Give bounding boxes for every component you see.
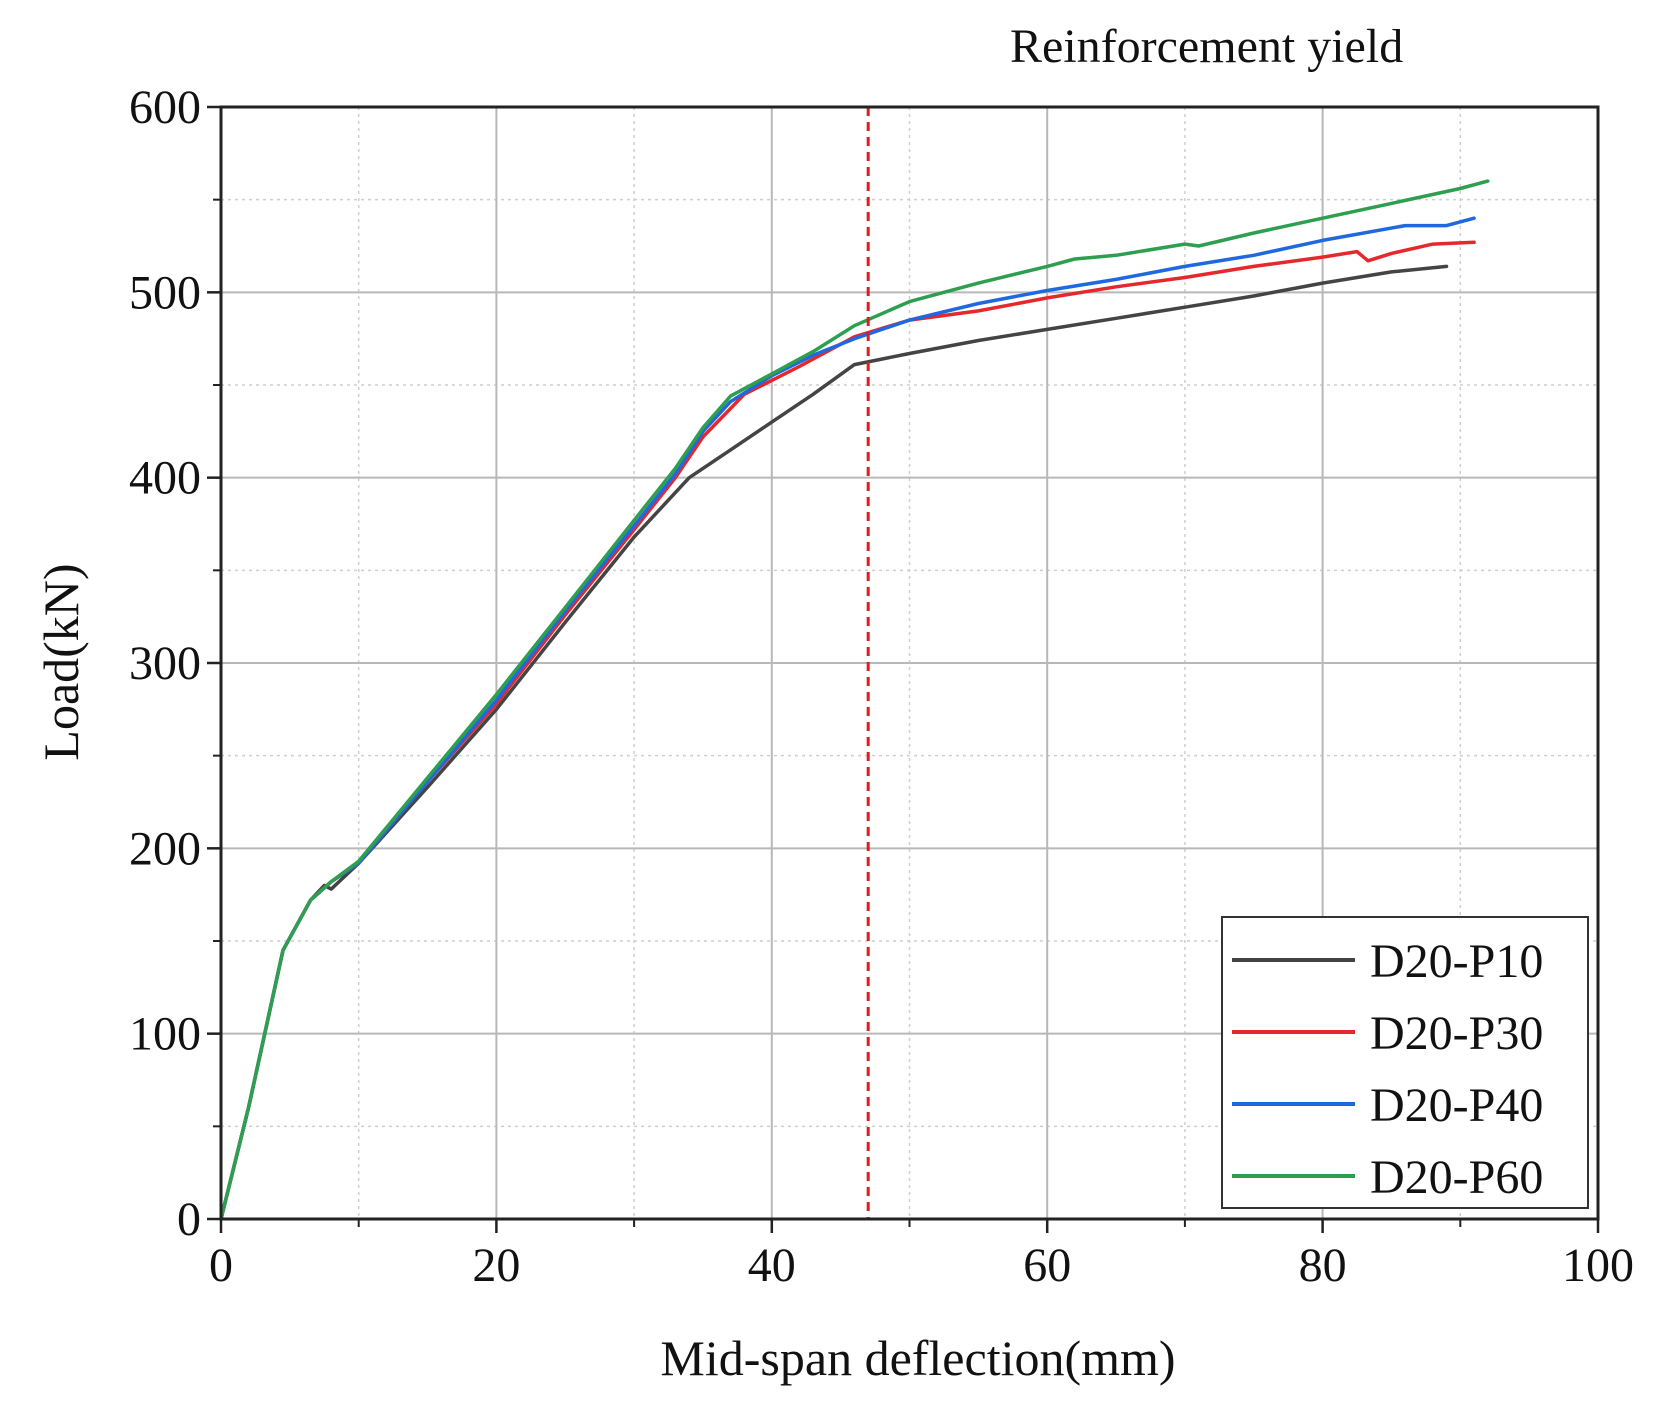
tick-labels: 0 20 40 60 80 100 0 100 200 300 400 500 600 [129,81,1634,1292]
x-tick-label: 40 [748,1239,796,1292]
y-tick-label: 500 [129,266,201,319]
x-axis-title: Mid-span deflection(mm) [660,1330,1175,1386]
y-tick-label: 0 [177,1193,201,1246]
series-lines [219,179,1490,1221]
y-tick-label: 600 [129,81,201,134]
axes [207,105,1600,1233]
x-tick-label: 60 [1023,1239,1071,1292]
x-tick-label: 0 [209,1239,233,1292]
y-tick-label: 200 [129,822,201,875]
x-tick-label: 20 [472,1239,520,1292]
legend-box [1221,916,1589,1209]
series-line-d20-p10 [219,264,1449,1221]
x-tick-label: 80 [1299,1239,1347,1292]
y-tick-label: 300 [129,637,201,690]
legend: D20-P10 D20-P30 D20-P40 D20-P60 [1221,916,1589,1209]
y-tick-label: 100 [129,1008,201,1061]
legend-label-d20-p30: D20-P30 [1370,1007,1543,1060]
yield-annotation-label: Reinforcement yield [1010,20,1403,73]
y-axis-title: Load(kN) [33,563,89,760]
legend-label-d20-p10: D20-P10 [1370,935,1543,988]
legend-label-d20-p40: D20-P40 [1370,1079,1543,1132]
legend-label-d20-p60: D20-P60 [1370,1151,1543,1204]
y-tick-label: 400 [129,452,201,505]
series-line-d20-p60 [219,179,1490,1221]
x-tick-label: 100 [1562,1239,1634,1292]
